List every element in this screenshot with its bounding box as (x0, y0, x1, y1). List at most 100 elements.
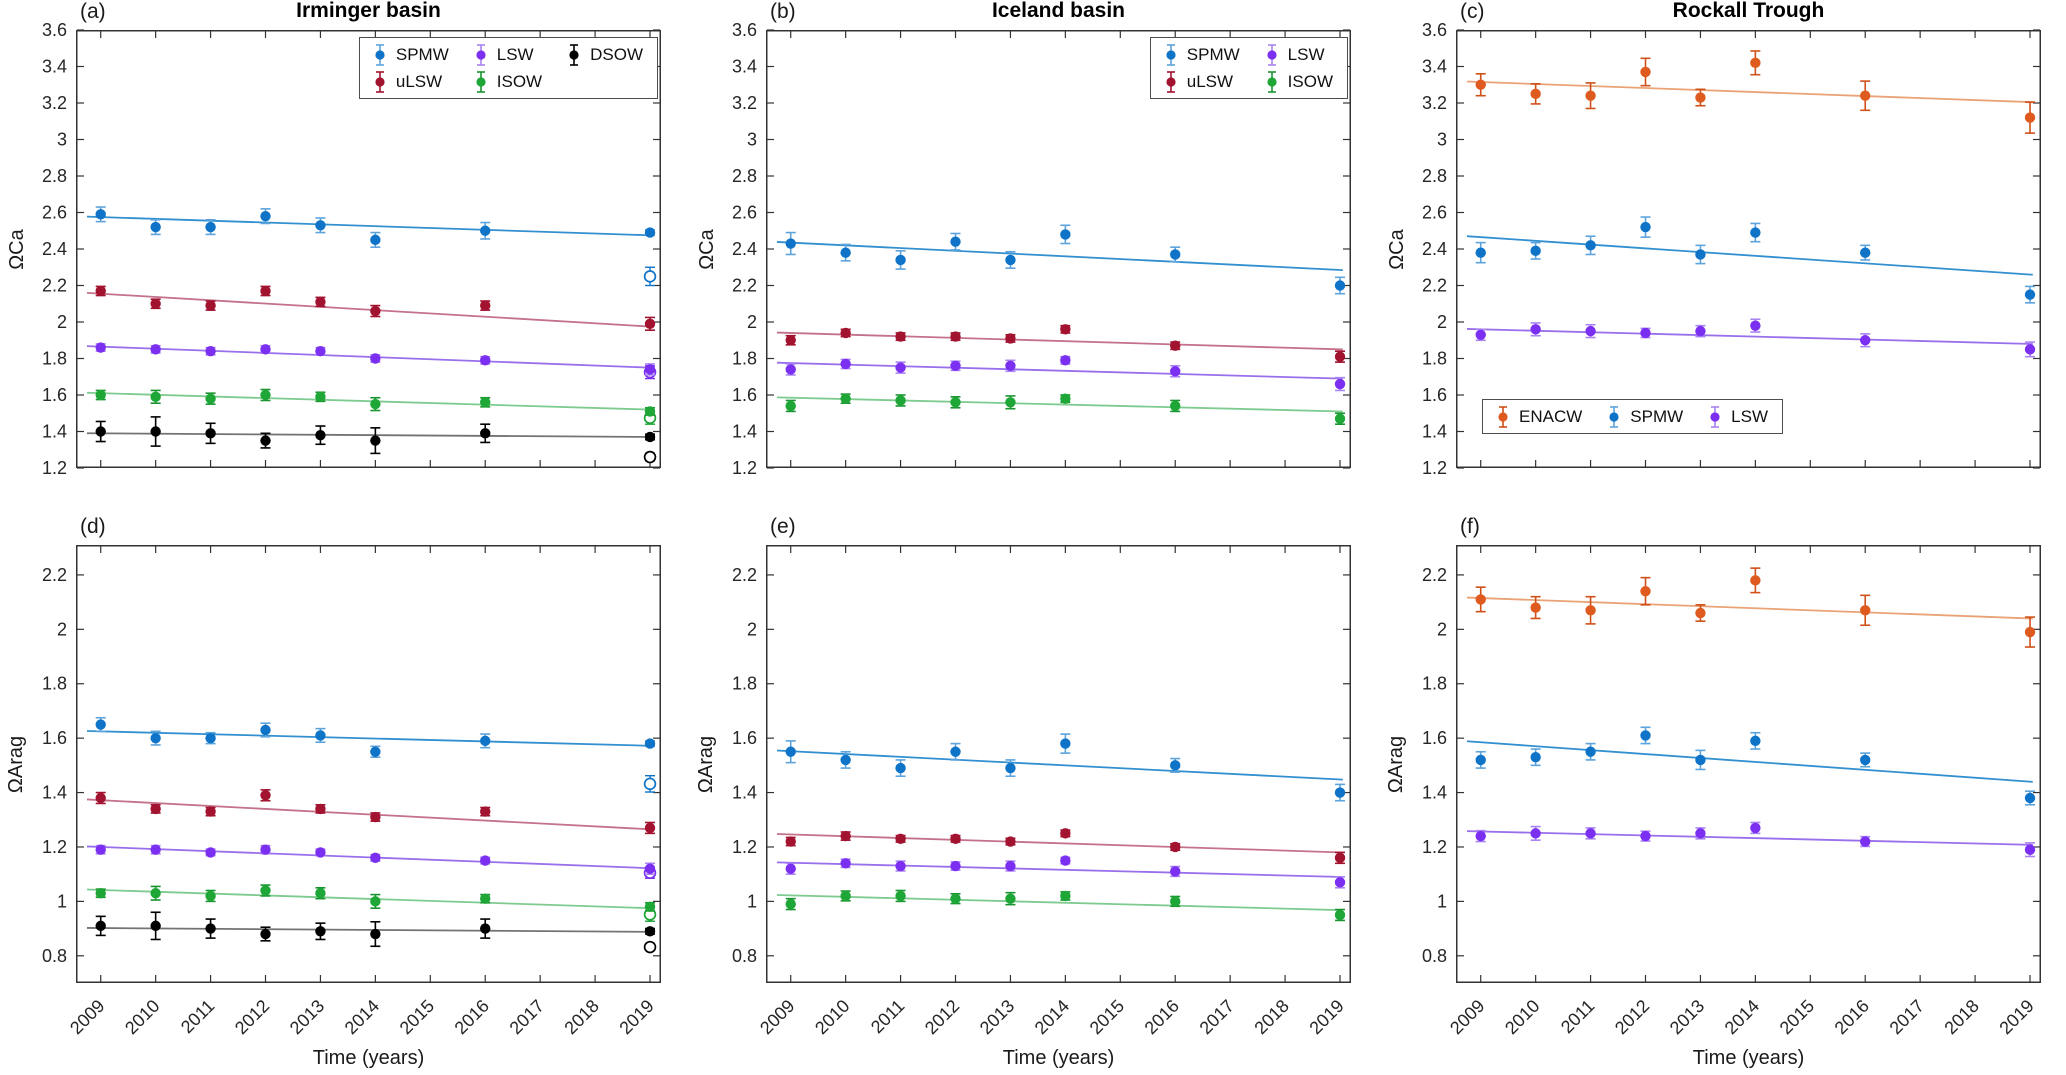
x-tick-label: 2018 (560, 996, 602, 1038)
plot-area: 2009 2010 2011 2012 2013 2014 2015 2016 2017 2018… (732, 545, 1351, 1038)
x-tick-label: 2016 (1831, 996, 1873, 1038)
data-point-ISOW (370, 398, 381, 410)
trend-line-ISOW (776, 894, 1343, 912)
data-point-LSW (1860, 836, 1871, 847)
y-axis-label-text: ΩCa (1385, 228, 1408, 270)
plot-area: 2009 2010 2011 2012 2013 2014 2015 2016 2017 2018… (1422, 545, 2041, 1038)
data-point-uLSW (1005, 836, 1016, 847)
legend-label: SPMW (1630, 407, 1684, 426)
y-tick-label: 1.6 (42, 385, 67, 405)
data-point-LSW (1334, 378, 1346, 390)
data-point-ISOW (1170, 400, 1181, 412)
data-point-SPMW (480, 735, 491, 747)
data-point-SPMW (315, 220, 326, 231)
data-point-ENACW (1695, 92, 1706, 103)
data-point-uLSW (950, 833, 961, 845)
y-axis-label: ΩCa (1380, 30, 1414, 468)
trend-line-SPMW (776, 241, 1343, 272)
trend-line-uLSW (776, 331, 1343, 351)
data-point-LSW (370, 353, 381, 364)
panel-letter: (e) (770, 515, 796, 538)
data-point-uLSW (205, 806, 216, 817)
trend-line-ISOW (86, 888, 653, 910)
y-tick-label: 2 (57, 312, 67, 332)
legend-label: uLSW (1186, 72, 1234, 91)
data-point-LSW (205, 847, 216, 858)
data-point-LSW (370, 852, 381, 864)
data-point-ISOW (785, 400, 796, 412)
data-point-ISOW (260, 389, 271, 401)
data-point-uLSW (95, 285, 106, 297)
y-tick-label: 1.4 (1422, 783, 1447, 803)
y-tick-label: 2.6 (1422, 203, 1447, 223)
panel-letter: (b) (770, 0, 796, 23)
data-point-uLSW (1060, 324, 1071, 335)
data-point-SPMW (895, 762, 906, 774)
trend-line-ENACW (1466, 80, 2033, 104)
panel-rockall-omega-arag: (f) ΩArag 2009 2010 2011 2012 2013 2014 2015 20… (1386, 515, 2041, 1069)
data-point-ISOW (150, 391, 161, 403)
panel-iceland-omega-arag: (e) ΩArag 2009 2010 2011 2012 2013 2014 2015 20… (696, 515, 1351, 1069)
data-point-SPMW (1695, 754, 1706, 766)
y-tick-label: 1.8 (42, 349, 67, 369)
data-point-SPMW (1750, 227, 1761, 238)
data-point-LSW (1005, 360, 1016, 371)
data-point-DSOW (150, 426, 161, 437)
data-point-LSW (315, 847, 326, 858)
data-point-uLSW (895, 331, 906, 342)
data-point-uLSW (785, 836, 796, 847)
legend-entry-ENACW: ENACW (1497, 403, 1582, 430)
y-tick-label: 2.2 (42, 276, 67, 296)
data-point-LSW (2024, 344, 2036, 355)
data-point-DSOW (260, 435, 271, 446)
y-tick-label: 0.8 (1422, 946, 1447, 966)
x-tick-label: 2011 (867, 996, 909, 1038)
x-tick-label: 2013 (286, 996, 328, 1038)
data-point-LSW (150, 844, 161, 855)
data-point-SPMW (150, 732, 161, 744)
data-point-DSOW (95, 920, 106, 932)
x-tick-label: 2017 (1196, 996, 1238, 1038)
data-point-uLSW (1334, 852, 1346, 864)
y-tick-label: 2.8 (42, 166, 67, 186)
data-point-SPMW (95, 209, 106, 220)
data-point-uLSW (370, 811, 381, 823)
trend-line-ISOW (776, 396, 1343, 413)
data-point-LSW (480, 855, 491, 866)
y-axis-label-text: ΩArag (695, 735, 718, 793)
data-point-SPMW (370, 746, 381, 757)
legend-label: SPMW (1186, 45, 1240, 64)
data-point-SPMW (950, 236, 961, 247)
legend-entry-uLSW: uLSW (374, 68, 449, 95)
y-tick-label: 2 (747, 312, 757, 332)
data-point-ISOW (644, 901, 656, 913)
data-point-ISOW (950, 893, 961, 904)
y-tick-label: 1.2 (1422, 458, 1447, 478)
data-point-DSOW (644, 431, 656, 443)
data-point-ENACW (1475, 79, 1486, 90)
data-point-SPMW (785, 238, 796, 249)
data-point-ISOW (205, 890, 216, 902)
data-point-SPMW (1170, 760, 1181, 771)
y-tick-label: 2.4 (42, 239, 67, 259)
data-point-LSW (1530, 828, 1541, 839)
trend-line-SPMW (1466, 235, 2033, 276)
data-point-LSW (1530, 324, 1541, 335)
data-point-LSW (785, 863, 796, 874)
trend-line-ENACW (1466, 596, 2033, 620)
data-point-uLSW (950, 331, 961, 342)
data-point-SPMW (1530, 245, 1541, 257)
legend-marker-icon (1267, 43, 1277, 66)
data-point-ISOW (480, 397, 491, 408)
legend-label: LSW (1731, 407, 1769, 426)
trend-line-uLSW (86, 798, 653, 831)
y-tick-label: 1.8 (732, 674, 757, 694)
data-point-SPMW (1060, 738, 1071, 749)
y-tick-label: 1.4 (1422, 422, 1447, 442)
x-tick-label: 2012 (921, 996, 963, 1038)
data-point-SPMW (840, 247, 851, 258)
panel-irminger-omega-arag: (d) ΩArag 2009 2010 2011 2012 2013 2014 2015 20… (6, 515, 661, 1069)
x-tick-label: 2017 (1886, 996, 1928, 1038)
data-point-SPMW (205, 732, 216, 744)
legend-entry-LSW: LSW (475, 41, 542, 68)
